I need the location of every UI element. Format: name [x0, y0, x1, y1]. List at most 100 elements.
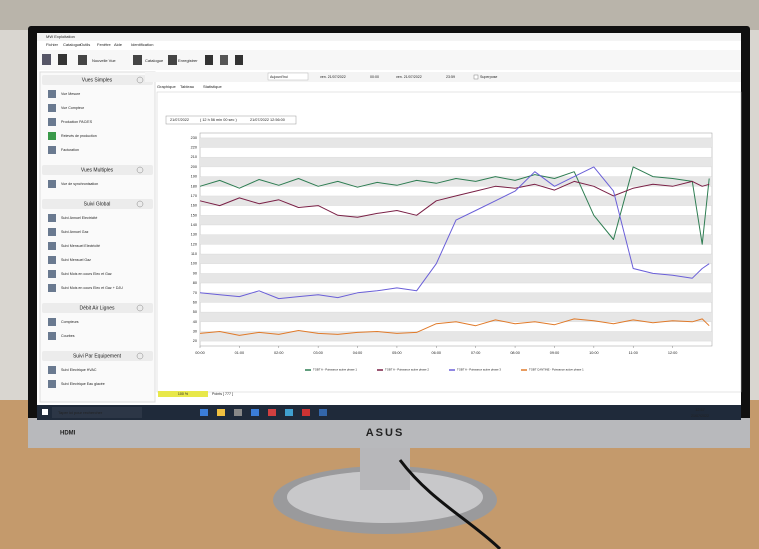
sidebar-item[interactable]: Suivi Annuel Gaz — [61, 230, 89, 234]
to-time[interactable]: 23:59 — [446, 75, 455, 79]
x-tick-label: 02:00 — [274, 351, 284, 355]
toolbar-icon — [220, 55, 228, 65]
points-count: Points [ 777 ] — [212, 392, 233, 396]
sidebar-item[interactable]: Vue de synchronisation — [61, 182, 98, 186]
sidebar-item[interactable]: Courbes — [61, 334, 75, 338]
y-tick-label: 100 — [191, 262, 197, 266]
search-placeholder[interactable]: Taper ici pour rechercher — [58, 410, 103, 415]
item-icon — [48, 104, 56, 112]
y-tick-label: 170 — [191, 194, 197, 198]
y-tick-label: 180 — [191, 184, 197, 188]
grid-band — [200, 196, 712, 206]
item-icon — [48, 366, 56, 374]
item-icon — [48, 90, 56, 98]
legend-entry[interactable]: TGBT A - Puissance active phase 3 — [457, 368, 501, 372]
item-icon — [48, 228, 56, 236]
section-title: Vues Multiples — [81, 167, 114, 173]
toolbar-button[interactable]: Enregistrer — [178, 58, 198, 63]
taskbar-app[interactable] — [268, 409, 276, 416]
taskbar-app[interactable] — [302, 409, 310, 416]
tab[interactable]: Graphique — [157, 84, 176, 89]
item-icon — [48, 256, 56, 264]
to-date[interactable]: ven. 21/07/2022 — [396, 75, 422, 79]
x-tick-label: 09:00 — [550, 351, 560, 355]
legend-entry[interactable]: TGBT CANTINE - Puissance active phase 1 — [529, 368, 584, 372]
zoom-level: 100 % — [178, 392, 189, 396]
grid-band — [200, 254, 712, 264]
overlay-label: Superpose — [480, 75, 497, 79]
sidebar-item[interactable]: Suivi Mensuel Gaz — [61, 258, 91, 262]
start-button[interactable] — [42, 409, 48, 415]
sidebar-item[interactable]: Relevés de production — [61, 134, 97, 138]
tab[interactable]: Statistique — [203, 84, 222, 89]
y-tick-label: 60 — [193, 300, 197, 304]
taskbar-app[interactable] — [251, 409, 259, 416]
from-date[interactable]: ven. 21/07/2022 — [320, 75, 346, 79]
monitor-brand: ASUS — [366, 427, 405, 439]
y-tick-label: 80 — [193, 281, 197, 285]
section-title: Débit Air Lignes — [79, 305, 115, 311]
y-tick-label: 70 — [193, 291, 197, 295]
toolbar-icon — [205, 55, 213, 65]
x-tick-label: 06:00 — [432, 351, 442, 355]
sidebar-item[interactable]: Production PAC/ES — [61, 120, 93, 124]
toolbar-icon[interactable] — [133, 55, 142, 65]
item-icon — [48, 332, 56, 340]
y-tick-label: 210 — [191, 155, 197, 159]
menu-item[interactable]: Identification — [131, 42, 153, 47]
tab[interactable]: Tableau — [180, 84, 194, 89]
y-tick-label: 120 — [191, 242, 197, 246]
sidebar-item[interactable]: Suivi Mois en cours Elec et Gaz — [61, 272, 112, 276]
taskbar-app[interactable] — [217, 409, 225, 416]
y-tick-label: 200 — [191, 165, 197, 169]
title-bar — [37, 33, 741, 41]
toolbar-button[interactable]: Nouvelle Vue — [92, 58, 116, 63]
sidebar-item[interactable]: Facturation — [61, 148, 79, 152]
y-tick-label: 230 — [191, 136, 197, 140]
x-tick-label: 05:00 — [392, 351, 402, 355]
legend-entry[interactable]: TGBT A - Puissance active phase 1 — [313, 368, 357, 372]
period-preset[interactable]: Aujourd'hui — [270, 75, 288, 79]
sidebar-item[interactable]: Vue Compteur — [61, 106, 85, 110]
sidebar-item[interactable]: Suivi Electrique Eau glacée — [61, 382, 105, 386]
sidebar-item[interactable]: Compteurs — [61, 320, 79, 324]
y-tick-label: 90 — [193, 271, 197, 275]
grid-band — [200, 235, 712, 245]
item-icon — [48, 214, 56, 222]
y-tick-label: 160 — [191, 204, 197, 208]
menu-item[interactable]: Outils — [80, 42, 90, 47]
from-time[interactable]: 00:00 — [370, 75, 379, 79]
section-title: Vues Simples — [82, 77, 113, 83]
taskbar-app[interactable] — [200, 409, 208, 416]
menu-item[interactable]: Aide — [114, 42, 123, 47]
grid-band — [200, 273, 712, 283]
sidebar-item[interactable]: Vue Mesure — [61, 92, 80, 96]
taskbar-app[interactable] — [234, 409, 242, 416]
menu-item[interactable]: Fenêtre — [97, 42, 112, 47]
sidebar-item[interactable]: Suivi Annuel Electricité — [61, 216, 97, 220]
clock-date: 21/07/2022 — [691, 414, 709, 418]
legend-entry[interactable]: TGBT A - Puissance active phase 2 — [385, 368, 429, 372]
y-tick-label: 30 — [193, 329, 197, 333]
y-tick-label: 220 — [191, 146, 197, 150]
grid-band — [200, 331, 712, 341]
x-tick-label: 08:00 — [510, 351, 520, 355]
toolbar-icon — [58, 54, 67, 65]
y-tick-label: 130 — [191, 233, 197, 237]
range-end: 21/07/2022 12:56:00 — [250, 118, 285, 122]
sidebar-item[interactable]: Suivi Mensuel Electricité — [61, 244, 100, 248]
menu-item[interactable]: Fichier — [46, 42, 59, 47]
x-tick-label: 10:00 — [589, 351, 599, 355]
toolbar-icon[interactable] — [168, 55, 177, 65]
toolbar-icon[interactable] — [78, 55, 87, 65]
taskbar-app[interactable] — [285, 409, 293, 416]
toolbar-button[interactable]: Catalogue — [145, 58, 164, 63]
sidebar-item[interactable]: Suivi Electrique HVAC — [61, 368, 97, 372]
overlay-checkbox[interactable] — [474, 75, 478, 79]
taskbar-app[interactable] — [319, 409, 327, 416]
taskbar — [37, 405, 741, 420]
monitor-port: HDMI — [60, 431, 76, 437]
sidebar-item[interactable]: Suivi Mois en cours Elec et Gaz + DJU — [61, 286, 123, 290]
y-tick-label: 190 — [191, 175, 197, 179]
y-tick-label: 150 — [191, 213, 197, 217]
